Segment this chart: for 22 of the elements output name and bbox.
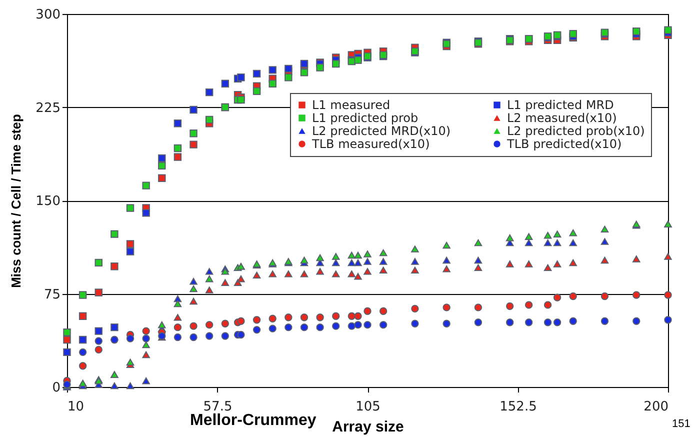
x-tick-label: 10 [68, 400, 84, 414]
text: Mellor-Crummey [190, 412, 316, 430]
legend-label: L1 measured [312, 98, 390, 112]
legend-label: L1 predicted prob [312, 111, 418, 125]
y-axis-title: Miss count / Cell / Time step [8, 114, 24, 288]
x-tick-label: 152.5 [500, 400, 537, 414]
legend-label: TLB predicted(x10) [506, 137, 622, 151]
legend-label: TLB measured(x10) [311, 137, 430, 151]
y-tick-label: 300 [36, 8, 60, 22]
legend-label: L1 predicted MRD [507, 98, 614, 112]
x-tick-label: 105 [356, 400, 380, 414]
y-tick-label: 0 [52, 380, 60, 396]
x-axis-title: Array size [332, 418, 404, 436]
text: 151 [672, 418, 690, 430]
y-tick-label: 225 [36, 100, 60, 116]
legend-label: L2 predicted prob(x10) [507, 124, 645, 138]
legend-label: L2 measured(x10) [507, 111, 617, 125]
legend-label: L2 predicted MRD(x10) [312, 124, 451, 138]
y-tick-label: 150 [36, 194, 60, 209]
x-tick-label: 57.5 [203, 400, 232, 414]
x-tick-label: 200 [644, 400, 668, 414]
y-tick-label: 75 [44, 287, 60, 302]
